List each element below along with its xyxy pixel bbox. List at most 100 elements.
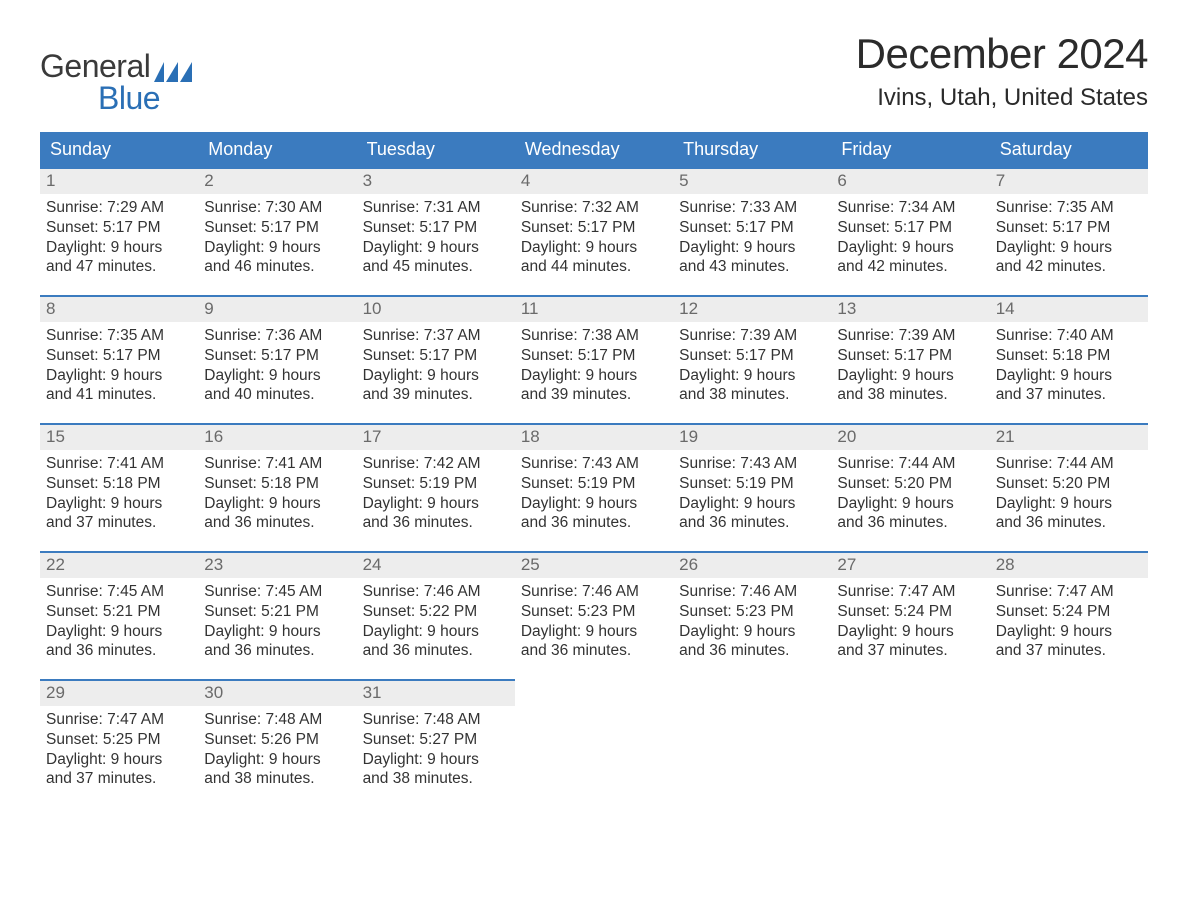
day-details: Sunrise: 7:48 AMSunset: 5:26 PMDaylight:…	[198, 706, 356, 795]
daylight-text: Daylight: 9 hours and 42 minutes.	[996, 238, 1142, 278]
day-cell: 15Sunrise: 7:41 AMSunset: 5:18 PMDayligh…	[40, 424, 198, 552]
daylight-text: Daylight: 9 hours and 36 minutes.	[837, 494, 983, 534]
sunrise-text: Sunrise: 7:44 AM	[996, 454, 1142, 474]
daylight-text: Daylight: 9 hours and 39 minutes.	[521, 366, 667, 406]
day-number: 19	[673, 425, 831, 450]
day-header-row: SundayMondayTuesdayWednesdayThursdayFrid…	[40, 132, 1148, 168]
sunset-text: Sunset: 5:17 PM	[996, 218, 1142, 238]
day-number: 26	[673, 553, 831, 578]
sunrise-text: Sunrise: 7:48 AM	[204, 710, 350, 730]
day-number: 30	[198, 681, 356, 706]
day-details: Sunrise: 7:42 AMSunset: 5:19 PMDaylight:…	[357, 450, 515, 539]
day-details: Sunrise: 7:36 AMSunset: 5:17 PMDaylight:…	[198, 322, 356, 411]
day-details: Sunrise: 7:39 AMSunset: 5:17 PMDaylight:…	[673, 322, 831, 411]
sunset-text: Sunset: 5:17 PM	[363, 346, 509, 366]
sunset-text: Sunset: 5:17 PM	[521, 346, 667, 366]
calendar-table: SundayMondayTuesdayWednesdayThursdayFrid…	[40, 132, 1148, 808]
day-number: 10	[357, 297, 515, 322]
sunrise-text: Sunrise: 7:47 AM	[837, 582, 983, 602]
logo: General Blue	[40, 50, 192, 114]
day-cell: 16Sunrise: 7:41 AMSunset: 5:18 PMDayligh…	[198, 424, 356, 552]
day-cell: 1Sunrise: 7:29 AMSunset: 5:17 PMDaylight…	[40, 168, 198, 296]
day-number: 4	[515, 169, 673, 194]
sunset-text: Sunset: 5:17 PM	[363, 218, 509, 238]
daylight-text: Daylight: 9 hours and 47 minutes.	[46, 238, 192, 278]
daylight-text: Daylight: 9 hours and 36 minutes.	[679, 494, 825, 534]
daylight-text: Daylight: 9 hours and 37 minutes.	[46, 494, 192, 534]
title-block: December 2024 Ivins, Utah, United States	[856, 30, 1148, 112]
daylight-text: Daylight: 9 hours and 36 minutes.	[996, 494, 1142, 534]
day-details: Sunrise: 7:33 AMSunset: 5:17 PMDaylight:…	[673, 194, 831, 283]
sunset-text: Sunset: 5:18 PM	[996, 346, 1142, 366]
sunrise-text: Sunrise: 7:40 AM	[996, 326, 1142, 346]
day-details: Sunrise: 7:44 AMSunset: 5:20 PMDaylight:…	[831, 450, 989, 539]
sunrise-text: Sunrise: 7:32 AM	[521, 198, 667, 218]
day-cell: 24Sunrise: 7:46 AMSunset: 5:22 PMDayligh…	[357, 552, 515, 680]
sunset-text: Sunset: 5:20 PM	[837, 474, 983, 494]
day-details: Sunrise: 7:47 AMSunset: 5:24 PMDaylight:…	[990, 578, 1148, 667]
day-cell: 11Sunrise: 7:38 AMSunset: 5:17 PMDayligh…	[515, 296, 673, 424]
day-details: Sunrise: 7:30 AMSunset: 5:17 PMDaylight:…	[198, 194, 356, 283]
sunset-text: Sunset: 5:17 PM	[679, 218, 825, 238]
day-details: Sunrise: 7:46 AMSunset: 5:22 PMDaylight:…	[357, 578, 515, 667]
sunset-text: Sunset: 5:20 PM	[996, 474, 1142, 494]
sunset-text: Sunset: 5:17 PM	[679, 346, 825, 366]
day-number: 20	[831, 425, 989, 450]
day-header: Monday	[198, 132, 356, 168]
day-details: Sunrise: 7:45 AMSunset: 5:21 PMDaylight:…	[198, 578, 356, 667]
day-details: Sunrise: 7:38 AMSunset: 5:17 PMDaylight:…	[515, 322, 673, 411]
day-cell: 19Sunrise: 7:43 AMSunset: 5:19 PMDayligh…	[673, 424, 831, 552]
day-cell: 2Sunrise: 7:30 AMSunset: 5:17 PMDaylight…	[198, 168, 356, 296]
day-number: 28	[990, 553, 1148, 578]
day-cell: 26Sunrise: 7:46 AMSunset: 5:23 PMDayligh…	[673, 552, 831, 680]
sunset-text: Sunset: 5:17 PM	[46, 218, 192, 238]
sunrise-text: Sunrise: 7:47 AM	[996, 582, 1142, 602]
day-number: 17	[357, 425, 515, 450]
day-details: Sunrise: 7:45 AMSunset: 5:21 PMDaylight:…	[40, 578, 198, 667]
sunrise-text: Sunrise: 7:35 AM	[996, 198, 1142, 218]
day-cell: 12Sunrise: 7:39 AMSunset: 5:17 PMDayligh…	[673, 296, 831, 424]
day-details: Sunrise: 7:31 AMSunset: 5:17 PMDaylight:…	[357, 194, 515, 283]
day-number: 3	[357, 169, 515, 194]
day-cell: 9Sunrise: 7:36 AMSunset: 5:17 PMDaylight…	[198, 296, 356, 424]
day-number: 13	[831, 297, 989, 322]
sunset-text: Sunset: 5:21 PM	[204, 602, 350, 622]
day-details: Sunrise: 7:46 AMSunset: 5:23 PMDaylight:…	[515, 578, 673, 667]
daylight-text: Daylight: 9 hours and 42 minutes.	[837, 238, 983, 278]
location-subtitle: Ivins, Utah, United States	[856, 84, 1148, 112]
sunset-text: Sunset: 5:17 PM	[837, 346, 983, 366]
day-header: Sunday	[40, 132, 198, 168]
daylight-text: Daylight: 9 hours and 36 minutes.	[521, 494, 667, 534]
sunrise-text: Sunrise: 7:43 AM	[521, 454, 667, 474]
daylight-text: Daylight: 9 hours and 36 minutes.	[679, 622, 825, 662]
week-row: 29Sunrise: 7:47 AMSunset: 5:25 PMDayligh…	[40, 680, 1148, 808]
day-cell: 29Sunrise: 7:47 AMSunset: 5:25 PMDayligh…	[40, 680, 198, 808]
daylight-text: Daylight: 9 hours and 37 minutes.	[837, 622, 983, 662]
sunrise-text: Sunrise: 7:41 AM	[204, 454, 350, 474]
day-number: 31	[357, 681, 515, 706]
day-details: Sunrise: 7:47 AMSunset: 5:24 PMDaylight:…	[831, 578, 989, 667]
day-cell	[515, 680, 673, 808]
sunrise-text: Sunrise: 7:42 AM	[363, 454, 509, 474]
day-number: 25	[515, 553, 673, 578]
day-details: Sunrise: 7:29 AMSunset: 5:17 PMDaylight:…	[40, 194, 198, 283]
daylight-text: Daylight: 9 hours and 36 minutes.	[363, 494, 509, 534]
day-cell: 23Sunrise: 7:45 AMSunset: 5:21 PMDayligh…	[198, 552, 356, 680]
week-row: 8Sunrise: 7:35 AMSunset: 5:17 PMDaylight…	[40, 296, 1148, 424]
sunrise-text: Sunrise: 7:41 AM	[46, 454, 192, 474]
day-header: Thursday	[673, 132, 831, 168]
sunrise-text: Sunrise: 7:46 AM	[521, 582, 667, 602]
sunset-text: Sunset: 5:24 PM	[837, 602, 983, 622]
day-number: 8	[40, 297, 198, 322]
sunset-text: Sunset: 5:17 PM	[204, 346, 350, 366]
sunrise-text: Sunrise: 7:44 AM	[837, 454, 983, 474]
sunset-text: Sunset: 5:17 PM	[521, 218, 667, 238]
sunrise-text: Sunrise: 7:35 AM	[46, 326, 192, 346]
day-details: Sunrise: 7:40 AMSunset: 5:18 PMDaylight:…	[990, 322, 1148, 411]
sunrise-text: Sunrise: 7:46 AM	[363, 582, 509, 602]
sunset-text: Sunset: 5:18 PM	[204, 474, 350, 494]
logo-text-general: General	[40, 50, 150, 82]
sunset-text: Sunset: 5:22 PM	[363, 602, 509, 622]
day-cell: 25Sunrise: 7:46 AMSunset: 5:23 PMDayligh…	[515, 552, 673, 680]
day-number: 15	[40, 425, 198, 450]
